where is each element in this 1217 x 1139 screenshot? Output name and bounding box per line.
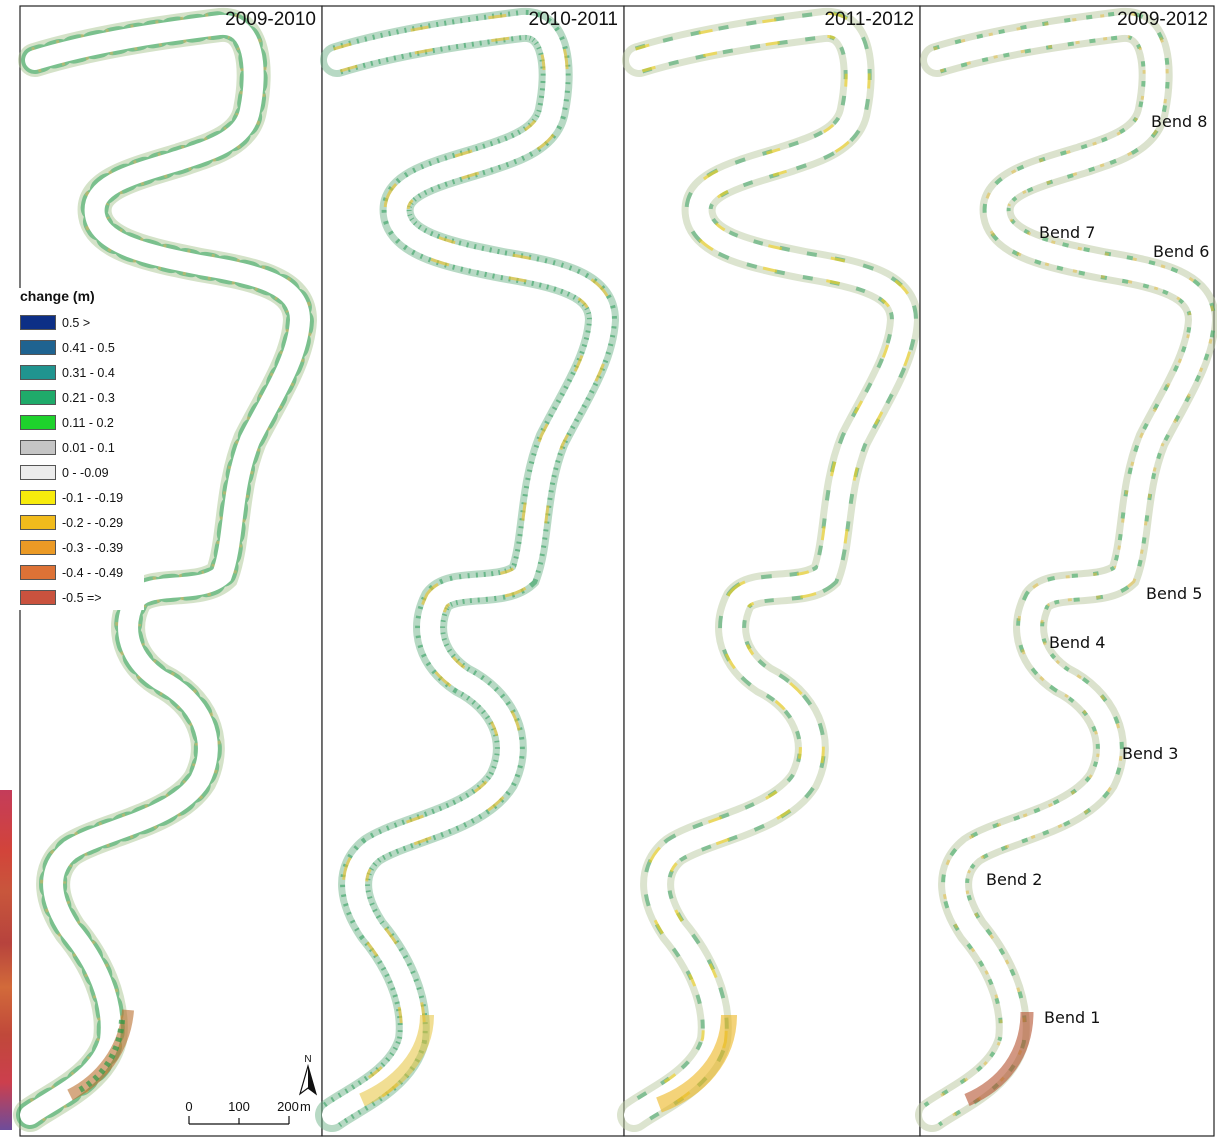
legend-swatch <box>20 490 56 505</box>
bend-label: Bend 2 <box>986 870 1042 889</box>
legend-item: 0.21 - 0.3 <box>18 385 144 410</box>
bend-label: Bend 4 <box>1049 633 1105 652</box>
map-panel-3: 2011-2012 <box>624 5 920 1137</box>
legend-swatch <box>20 590 56 605</box>
legend-item: -0.1 - -0.19 <box>18 485 144 510</box>
legend-label: -0.5 => <box>62 590 102 605</box>
legend-label: 0.31 - 0.4 <box>62 365 115 380</box>
legend-label: 0.21 - 0.3 <box>62 390 115 405</box>
edge-image-strip <box>0 790 12 1130</box>
map-panel-2: 2010-2011 <box>322 5 625 1137</box>
scale-bar: 0 100 200 m <box>185 1099 311 1125</box>
legend-swatch <box>20 440 56 455</box>
legend-item: 0.5 > <box>18 310 144 335</box>
legend-item: -0.5 => <box>18 585 144 610</box>
panel-title: 2010-2011 <box>529 9 618 30</box>
legend-swatch <box>20 365 56 380</box>
legend: change (m) 0.5 > 0.41 - 0.5 0.31 - 0.4 0.21… <box>18 288 144 610</box>
bend-label: Bend 3 <box>1122 744 1178 763</box>
legend-item: -0.3 - -0.39 <box>18 535 144 560</box>
legend-title: change (m) <box>20 288 95 304</box>
legend-label: -0.4 - -0.49 <box>62 565 124 580</box>
legend-item: 0.41 - 0.5 <box>18 335 144 360</box>
legend-item: -0.4 - -0.49 <box>18 560 144 585</box>
scale-tick-label: 0 <box>185 1099 192 1114</box>
legend-swatch <box>20 340 56 355</box>
bend-label: Bend 5 <box>1146 584 1202 603</box>
legend-swatch <box>20 315 56 330</box>
scale-tick-label: 100 <box>228 1099 250 1114</box>
legend-item: 0 - -0.09 <box>18 460 144 485</box>
panel-title: 2009-2012 <box>1117 9 1208 30</box>
north-label: N <box>304 1054 311 1065</box>
legend-swatch <box>20 515 56 530</box>
bend-label: Bend 1 <box>1044 1008 1100 1027</box>
legend-label: 0 - -0.09 <box>62 465 109 480</box>
legend-label: -0.1 - -0.19 <box>62 490 124 505</box>
bend-label: Bend 7 <box>1039 223 1095 242</box>
legend-item: 0.11 - 0.2 <box>18 410 144 435</box>
legend-swatch <box>20 540 56 555</box>
north-arrow-icon: N <box>298 1054 318 1096</box>
panel-title: 2011-2012 <box>825 9 914 30</box>
legend-item: 0.01 - 0.1 <box>18 435 144 460</box>
map-panel-4: 2009-2012 Bend 8 Bend 7 Bend 6 Bend 5 Be… <box>920 5 1214 1137</box>
bend-label: Bend 6 <box>1153 242 1209 261</box>
legend-label: -0.3 - -0.39 <box>62 540 124 555</box>
legend-swatch <box>20 390 56 405</box>
legend-label: -0.2 - -0.29 <box>62 515 124 530</box>
legend-swatch <box>20 565 56 580</box>
legend-item: -0.2 - -0.29 <box>18 510 144 535</box>
legend-items: 0.5 > 0.41 - 0.5 0.31 - 0.4 0.21 - 0.3 0.11 … <box>18 310 144 610</box>
scale-unit: m <box>300 1099 311 1114</box>
legend-swatch <box>20 465 56 480</box>
legend-label: 0.01 - 0.1 <box>62 440 115 455</box>
legend-label: 0.41 - 0.5 <box>62 340 115 355</box>
legend-label: 0.5 > <box>62 315 91 330</box>
legend-swatch <box>20 415 56 430</box>
scale-tick-label: 200 <box>277 1099 299 1114</box>
bend-label: Bend 8 <box>1151 112 1207 131</box>
legend-item: 0.31 - 0.4 <box>18 360 144 385</box>
legend-label: 0.11 - 0.2 <box>62 415 114 430</box>
panel-title: 2009-2010 <box>225 9 316 30</box>
